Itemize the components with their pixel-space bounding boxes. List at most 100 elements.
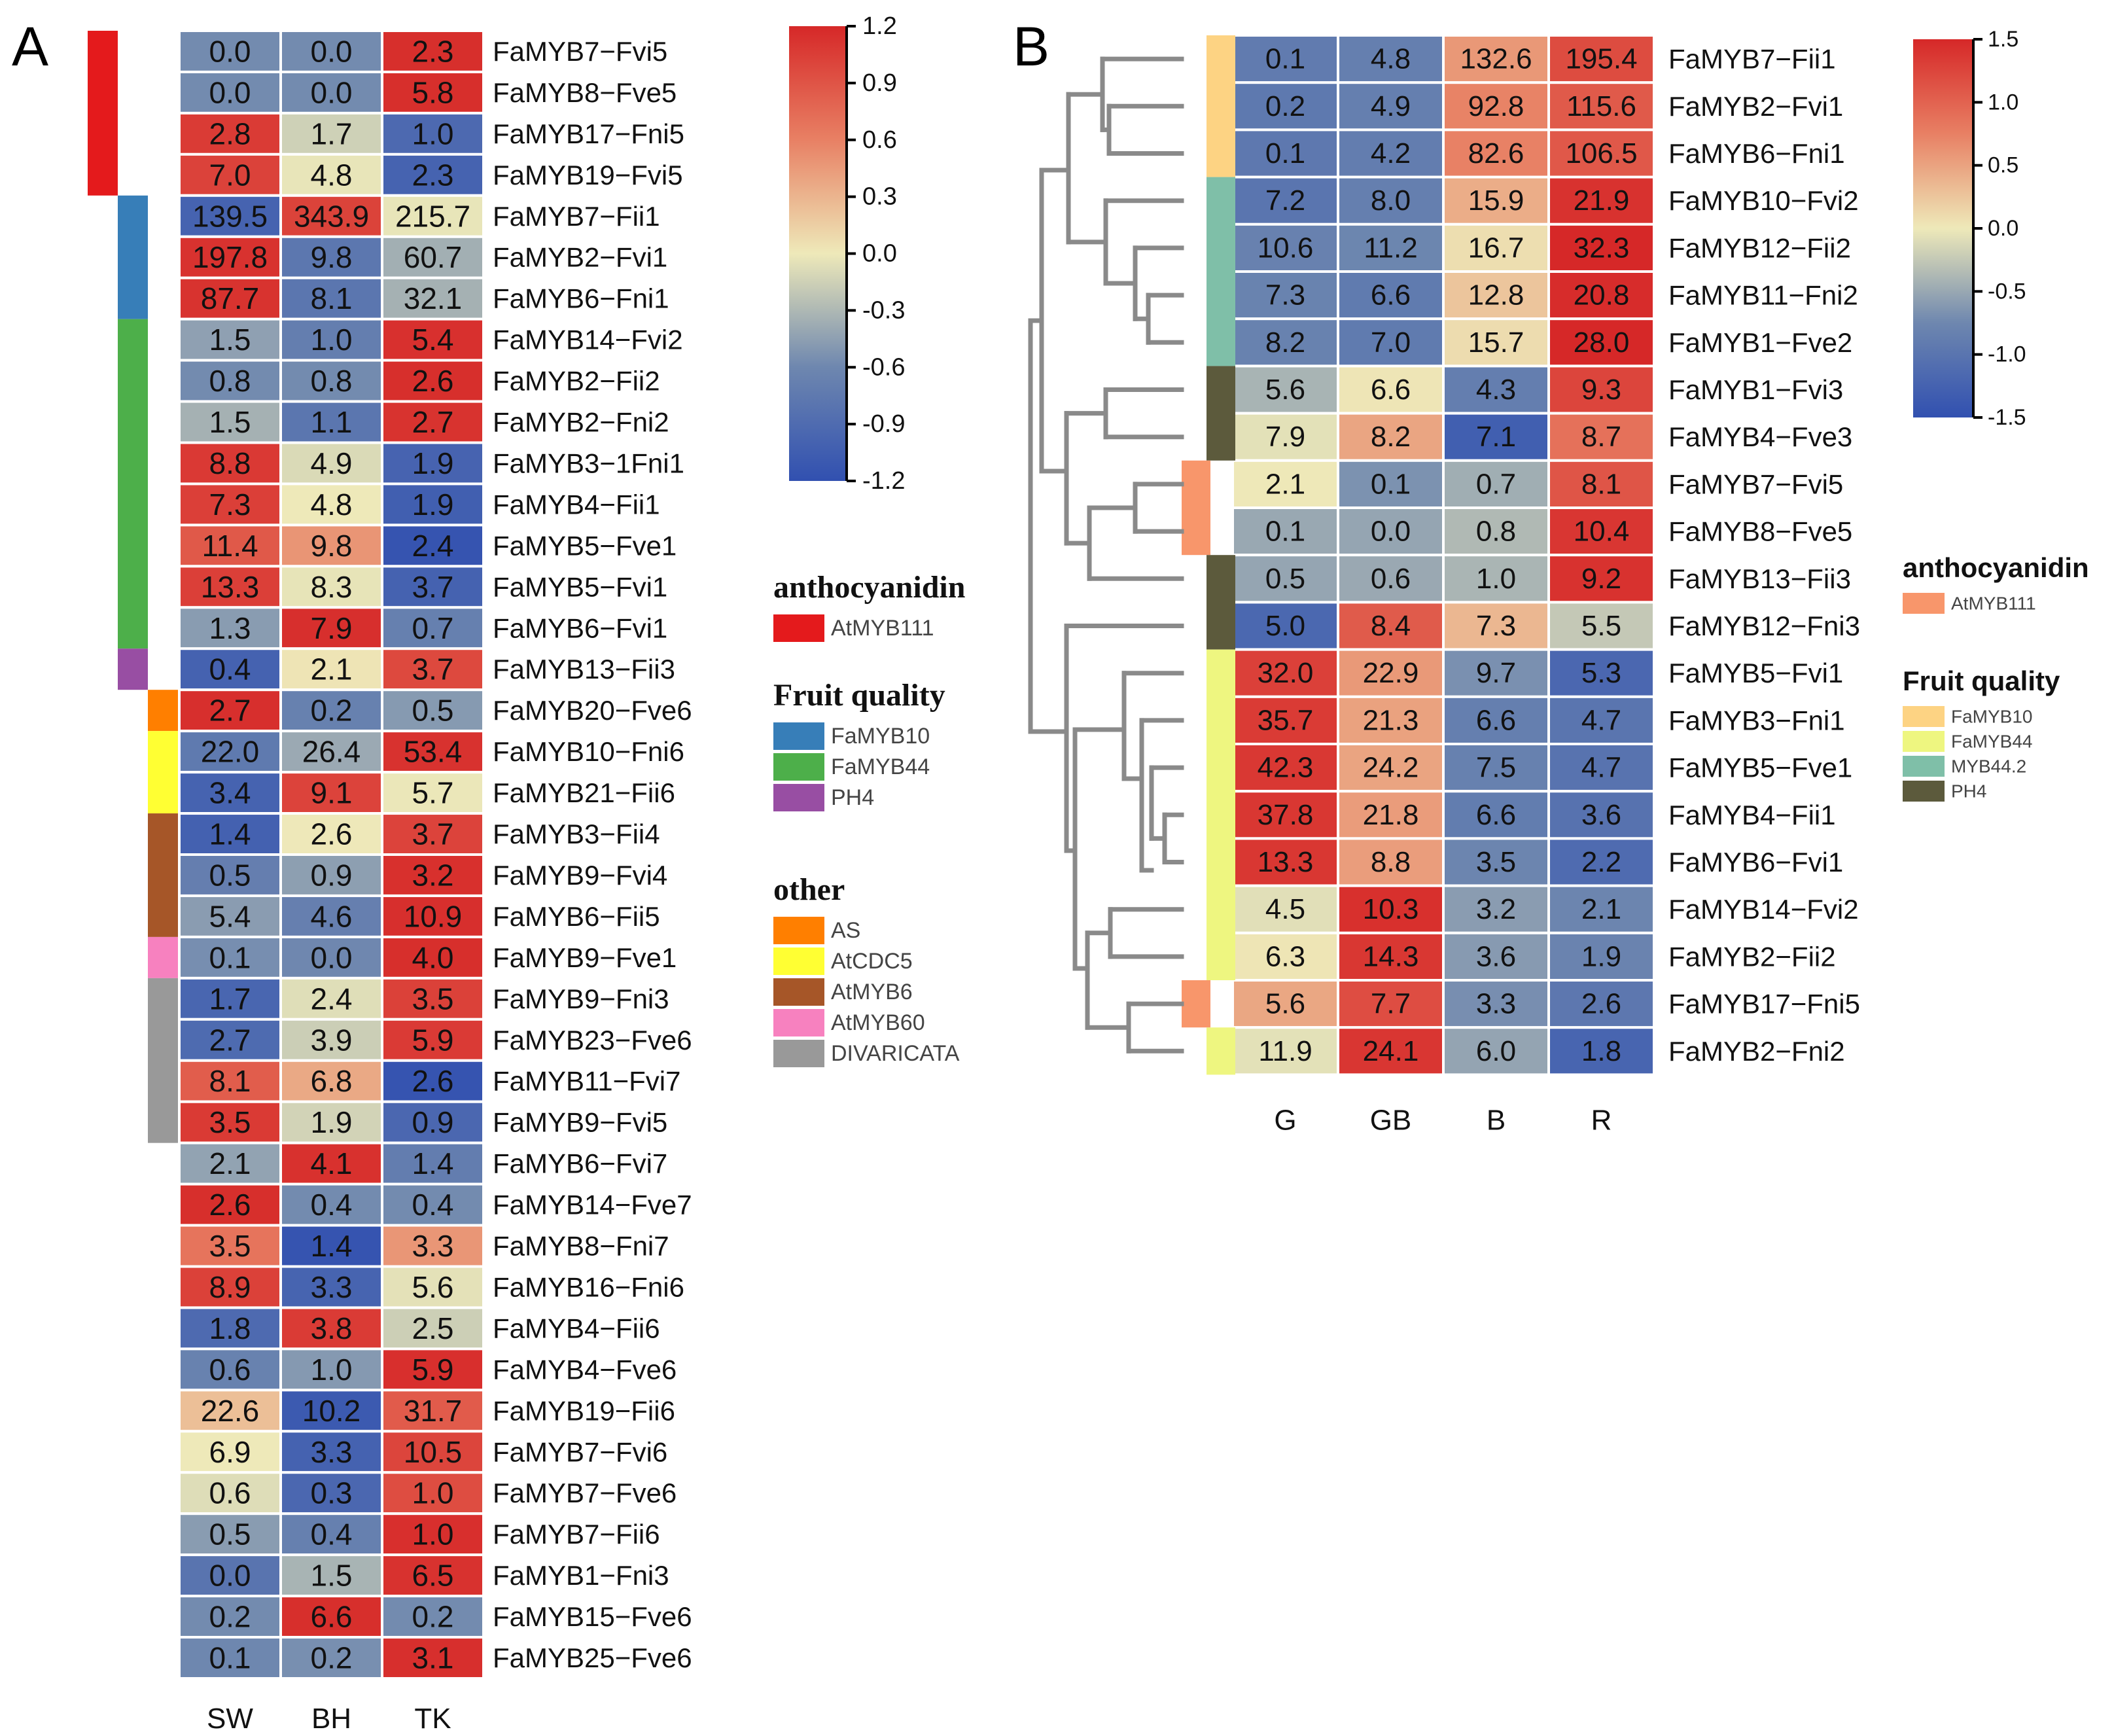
heatmap-cell — [381, 482, 485, 527]
cell-value-label: 26.4 — [302, 735, 361, 769]
group-annotation-bar — [148, 731, 178, 814]
cell-value-label: 92.8 — [1468, 90, 1524, 122]
colorbar-tick-label: 1.2 — [862, 12, 897, 40]
row-label: FaMYB7−Fvi5 — [1668, 469, 1843, 499]
heatmap-cell — [1547, 317, 1655, 368]
cell-value-label: 3.4 — [209, 776, 251, 810]
cell-value-label: 1.4 — [209, 817, 251, 851]
heatmap-cell — [1442, 412, 1550, 462]
cell-value-label: 6.6 — [1476, 704, 1516, 736]
cell-value-label: 9.1 — [311, 776, 353, 810]
cell-value-label: 10.3 — [1363, 893, 1419, 925]
heatmap-cell — [381, 441, 485, 486]
cell-value-label: 0.8 — [1476, 516, 1516, 548]
row-label: FaMYB1−Fve2 — [1668, 327, 1852, 358]
group-annotation-bar — [118, 195, 148, 319]
heatmap-cell — [381, 1306, 485, 1351]
colorbar-tick-label: -0.6 — [862, 353, 905, 381]
cell-value-label: 9.2 — [1581, 563, 1621, 595]
cell-value-label: 10.4 — [1574, 516, 1630, 548]
colorbar-tick-label: 0.6 — [862, 126, 897, 154]
heatmap-cell — [1547, 695, 1655, 746]
cell-value-label: 22.6 — [201, 1394, 260, 1428]
cell-value-label: 0.2 — [1265, 90, 1305, 122]
row-label: FaMYB12−Fni3 — [1668, 611, 1860, 641]
cell-value-label: 3.6 — [1581, 799, 1621, 831]
cell-value-label: 5.3 — [1581, 657, 1621, 689]
cell-value-label: 4.5 — [1265, 893, 1305, 925]
cell-value-label: 0.0 — [311, 75, 353, 109]
cell-value-label: 12.8 — [1468, 279, 1524, 311]
row-label: FaMYB14−Fvi2 — [1668, 894, 1859, 925]
row-label: FaMYB2−Fni2 — [493, 407, 669, 438]
cell-value-label: 3.6 — [1476, 940, 1516, 972]
cell-value-label: 3.5 — [412, 982, 454, 1016]
row-label: FaMYB9−Fvi4 — [493, 860, 667, 891]
cell-value-label: 8.4 — [1371, 610, 1411, 642]
row-label: FaMYB4−Fii6 — [493, 1313, 660, 1343]
cell-value-label: 5.7 — [412, 776, 454, 810]
row-label: FaMYB6−Fni1 — [493, 283, 669, 314]
heatmap-cell — [178, 1100, 282, 1144]
group-annotation-bar — [148, 813, 178, 937]
row-label: FaMYB5−Fve1 — [493, 530, 677, 561]
cell-value-label: 16.7 — [1468, 232, 1524, 264]
row-label: FaMYB2−Fni2 — [1668, 1036, 1845, 1067]
cell-value-label: 5.6 — [412, 1270, 454, 1304]
cell-value-label: 1.0 — [412, 1476, 454, 1510]
heatmap-cell — [1231, 979, 1339, 1029]
heatmap-cell — [178, 1265, 282, 1309]
cell-value-label: 4.8 — [1371, 43, 1411, 75]
heatmap-cell — [178, 523, 282, 568]
legend-swatch — [773, 753, 824, 781]
row-label: FaMYB4−Fii1 — [493, 489, 660, 520]
cell-value-label: 2.1 — [1581, 893, 1621, 925]
heatmap-cell — [279, 400, 383, 444]
cell-value-label: 15.7 — [1468, 327, 1524, 359]
cell-value-label: 9.8 — [311, 529, 353, 563]
cell-value-label: 1.0 — [311, 323, 353, 357]
row-label: FaMYB4−Fii1 — [1668, 800, 1836, 830]
heatmap-cell — [1442, 884, 1550, 934]
row-label: FaMYB8−Fve5 — [493, 77, 677, 108]
heatmap-cell — [279, 771, 383, 815]
cell-value-label: 5.0 — [1265, 610, 1305, 642]
row-label: FaMYB8−Fni7 — [493, 1231, 669, 1262]
legend-title: anthocyanidin — [1903, 552, 2089, 583]
cell-value-label: 0.1 — [1265, 43, 1305, 75]
column-label: R — [1591, 1104, 1612, 1136]
heatmap-cell — [381, 1018, 485, 1062]
cell-value-label: 0.5 — [209, 1517, 251, 1551]
row-label: FaMYB5−Fvi1 — [1668, 658, 1843, 688]
heatmap-cell — [1547, 790, 1655, 840]
row-label: FaMYB2−Fvi1 — [1668, 91, 1843, 122]
row-label: FaMYB8−Fve5 — [1668, 516, 1852, 547]
row-label: FaMYB6−Fvi7 — [493, 1148, 667, 1179]
heatmap-cell — [1547, 648, 1655, 698]
row-label: FaMYB5−Fvi1 — [493, 571, 667, 602]
legend-swatch — [773, 917, 824, 944]
cell-value-label: 53.4 — [404, 735, 463, 769]
cell-value-label: 0.9 — [412, 1105, 454, 1139]
legend-item-label: PH4 — [1951, 781, 1986, 802]
colorbar-tick-label: -0.3 — [862, 296, 905, 324]
cell-value-label: 1.8 — [1581, 1035, 1621, 1067]
legend-swatch — [1903, 706, 1945, 727]
legend-swatch — [773, 1009, 824, 1036]
cell-value-label: 8.3 — [311, 570, 353, 604]
heatmap-cell — [381, 1347, 485, 1392]
heatmap-cell — [178, 317, 282, 362]
cell-value-label: 1.0 — [412, 116, 454, 151]
legend-swatch — [773, 784, 824, 811]
cell-value-label: 6.5 — [412, 1559, 454, 1593]
heatmap-cell — [381, 976, 485, 1021]
column-label: B — [1487, 1104, 1506, 1136]
cell-value-label: 13.3 — [1258, 846, 1314, 878]
heatmap-cell — [1442, 81, 1550, 132]
cell-value-label: 7.9 — [311, 611, 353, 645]
panel-b-label: B — [1013, 16, 1049, 77]
colorbar-tick-label: 0.5 — [1988, 153, 2018, 178]
cell-value-label: 1.5 — [209, 405, 251, 439]
cell-value-label: 6.6 — [1476, 799, 1516, 831]
cell-value-label: 7.7 — [1371, 988, 1411, 1020]
